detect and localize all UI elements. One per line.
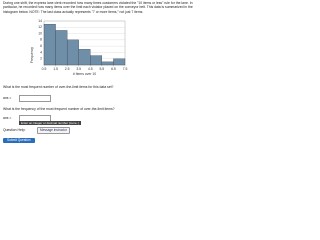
x-tick-label: 0.5 [42, 67, 47, 71]
answer-label: ans = [3, 96, 12, 100]
input-tooltip: Enter an integer or decimal number [more… [19, 121, 82, 125]
x-tick-label: 7.5 [123, 67, 128, 71]
answer-input[interactable] [19, 95, 51, 102]
x-tick-label: 4.5 [88, 67, 93, 71]
bar [78, 49, 91, 66]
bar [66, 39, 79, 66]
submit-button[interactable]: Submit Question [3, 138, 35, 143]
y-tick-label: 14 [38, 19, 42, 23]
bar [55, 30, 68, 66]
x-axis-label: # Items over 10 [73, 72, 96, 76]
bar [43, 23, 56, 66]
y-tick-label: 12 [38, 25, 42, 29]
x-tick-label: 2.5 [65, 67, 70, 71]
bar [90, 55, 103, 66]
x-tick-label: 6.5 [111, 67, 116, 71]
x-tick-label: 3.5 [76, 67, 81, 71]
answer-label: ans = [3, 116, 12, 120]
bar [113, 58, 126, 66]
y-axis-label: Frequency [30, 47, 34, 63]
question-prompt: What is the frequency of the most freque… [3, 107, 115, 111]
page: {"intro": "During one shift, the express… [0, 0, 200, 148]
y-tick-label: 4 [40, 50, 42, 54]
bar [101, 61, 114, 66]
y-tick-label: 10 [38, 31, 42, 35]
x-tick-label: 5.5 [99, 67, 104, 71]
x-tick-label: 1.5 [53, 67, 58, 71]
help-label: Question Help: [3, 128, 26, 132]
question-prompt: What is the most frequent number of over… [3, 85, 114, 89]
message-instructor-button[interactable]: Message instructor [37, 127, 70, 134]
intro-text: During one shift, the express lane clerk… [3, 1, 193, 14]
y-tick-label: 8 [40, 38, 42, 42]
y-tick-label: 2 [40, 57, 42, 61]
y-tick-label: 6 [40, 44, 42, 48]
histogram: 2 4 6 8 10 12 14 0.5 1.5 2.5 3.5 4.5 5.5 6.5 7.5 # Item… [30, 19, 128, 76]
